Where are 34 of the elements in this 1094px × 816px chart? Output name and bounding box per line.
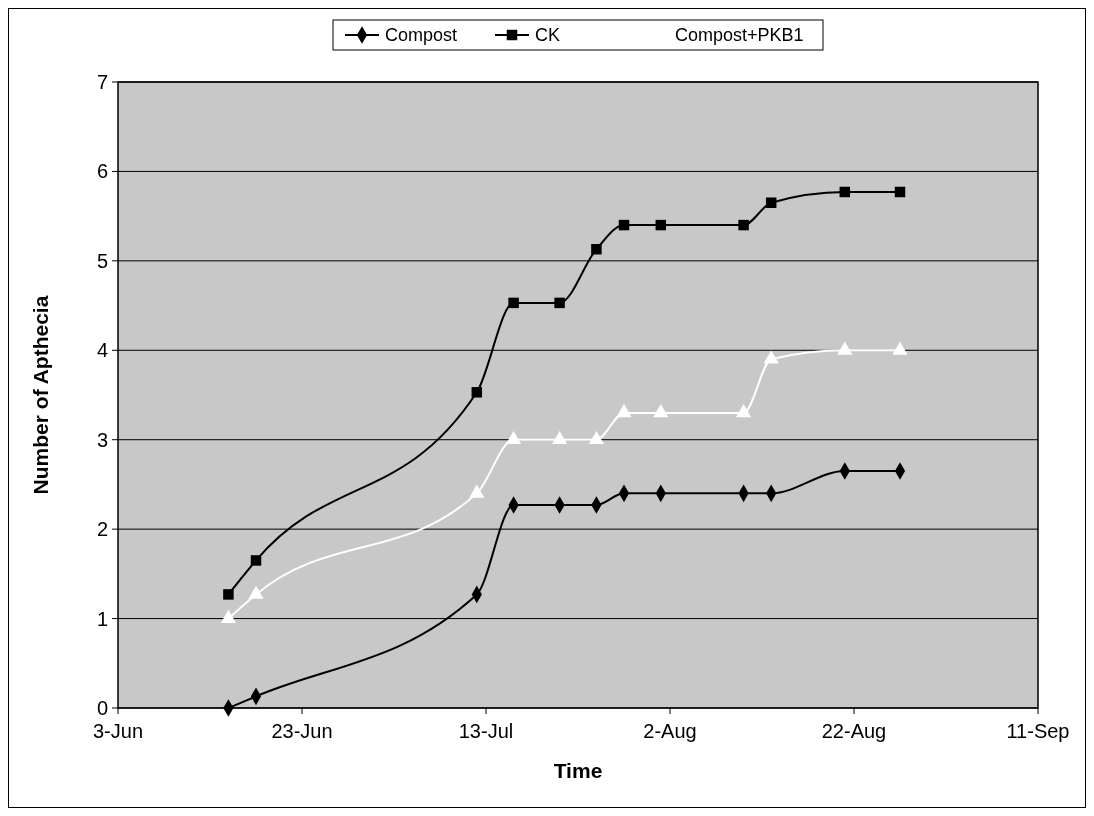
point <box>616 404 632 418</box>
x-tick-label: 2-Aug <box>643 720 697 742</box>
point <box>618 219 630 231</box>
y-tick-label: 0 <box>96 697 108 719</box>
legend-label: CK <box>535 25 561 45</box>
y-tick-label: 2 <box>96 518 108 541</box>
point <box>591 243 602 255</box>
x-tick-label: 22-Aug <box>821 720 887 742</box>
point <box>250 555 262 566</box>
legend-label: Compost <box>385 25 458 45</box>
point <box>653 404 669 418</box>
point <box>223 589 234 600</box>
y-tick-label: 7 <box>96 71 108 93</box>
point <box>738 219 749 231</box>
x-tick-label: 23-Jun <box>271 720 333 742</box>
x-tick-label: 13-Jul <box>458 720 514 742</box>
y-tick-label: 5 <box>96 249 108 272</box>
point <box>894 186 906 198</box>
x-axis-title: Time <box>553 759 603 782</box>
y-tick-label: 1 <box>96 607 108 630</box>
point <box>471 387 483 398</box>
y-tick-label: 4 <box>96 339 108 362</box>
point <box>554 297 565 309</box>
y-tick-label: 3 <box>96 428 108 451</box>
x-tick-label: 3-Jun <box>92 720 144 742</box>
point <box>655 219 667 231</box>
x-tick-label: 11-Sep <box>1006 720 1070 742</box>
point <box>839 186 851 198</box>
text: Compost+PKB1 <box>675 25 804 45</box>
y-axis-title: Number of Apthecia <box>29 295 52 495</box>
point <box>765 197 777 208</box>
point <box>736 404 752 418</box>
y-tick-label: 6 <box>96 160 108 183</box>
point <box>508 297 519 309</box>
